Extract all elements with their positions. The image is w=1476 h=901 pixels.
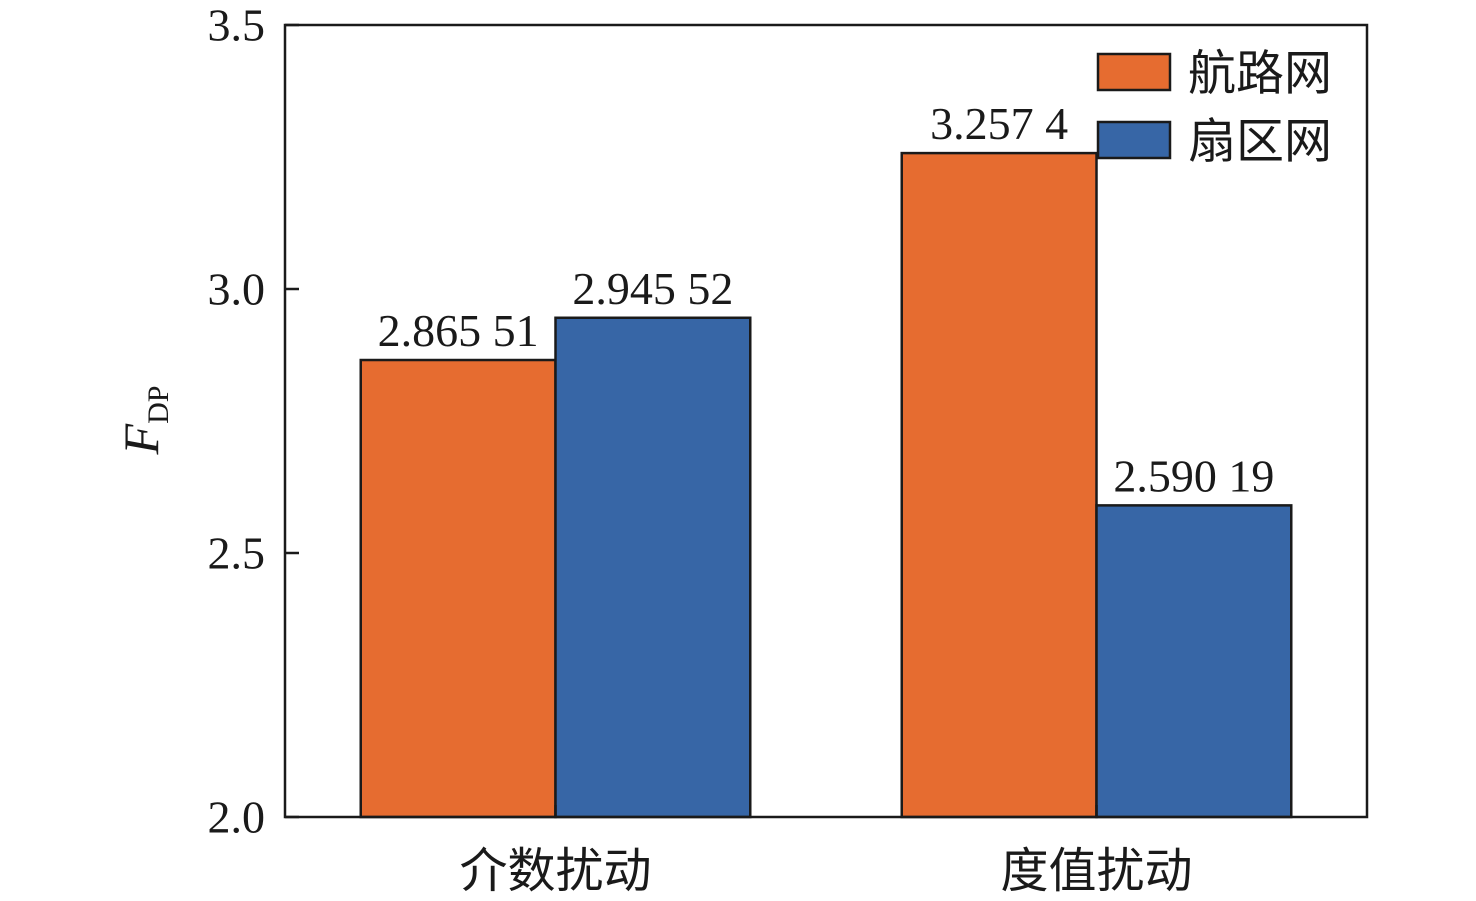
bar [900,151,1098,819]
y-tick-label: 2.0 [208,792,266,843]
data-label: 2.945 52 [572,263,733,314]
legend-swatch [1096,52,1172,92]
y-axis-ticks: 2.0 2.5 3.0 3.5 [208,0,299,843]
y-tick-label: 3.5 [208,0,266,51]
legend-label: 航路网 [1188,48,1332,101]
plot-frame [283,23,1369,819]
y-tick-label: 3.0 [208,264,266,315]
bar [1095,504,1293,819]
x-axis-categories: 介数扰动 度值扰动 [459,805,1193,898]
bars-group [359,151,1293,819]
x-category-label: 度值扰动 [1000,845,1192,898]
y-axis-label-main: F [113,423,169,455]
legend-label: 扇区网 [1188,116,1332,169]
legend-swatch [1096,120,1172,160]
data-label: 3.257 4 [930,98,1068,149]
y-tick-label: 2.5 [208,528,266,579]
y-axis-label-sub: DP [142,386,175,424]
bar [359,358,557,819]
data-label: 2.590 19 [1113,450,1274,501]
bar [554,316,752,819]
y-axis-label: FDP [113,386,175,456]
x-category-label: 介数扰动 [459,845,651,898]
data-labels-group: 2.865 51 2.945 52 3.257 4 2.590 19 [378,98,1275,501]
data-label: 2.865 51 [378,305,539,356]
